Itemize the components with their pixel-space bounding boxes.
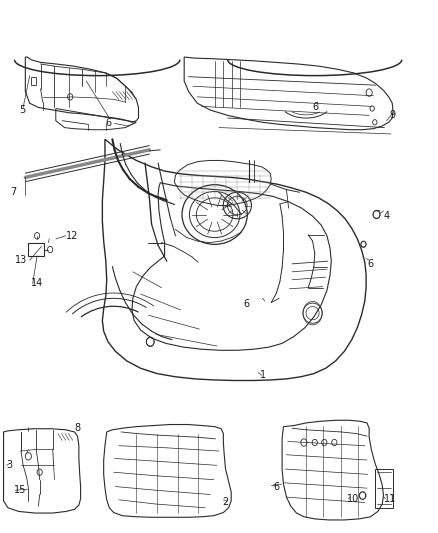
Text: 6: 6 xyxy=(273,481,279,491)
Text: 6: 6 xyxy=(105,118,111,128)
Text: 5: 5 xyxy=(20,105,26,115)
Text: 8: 8 xyxy=(74,423,81,433)
Text: 4: 4 xyxy=(384,211,390,221)
Text: 12: 12 xyxy=(66,231,78,241)
Text: 14: 14 xyxy=(31,278,43,288)
Text: 13: 13 xyxy=(15,255,28,265)
Text: 7: 7 xyxy=(10,187,16,197)
Text: 1: 1 xyxy=(260,370,266,380)
Text: 2: 2 xyxy=(223,497,229,507)
Text: 9: 9 xyxy=(390,110,396,120)
Text: 15: 15 xyxy=(14,485,26,495)
Text: 6: 6 xyxy=(313,102,319,112)
Text: 11: 11 xyxy=(384,494,396,504)
Text: 3: 3 xyxy=(7,461,13,470)
Text: 6: 6 xyxy=(243,298,249,309)
Text: 6: 6 xyxy=(367,259,373,269)
Text: 10: 10 xyxy=(347,494,360,504)
